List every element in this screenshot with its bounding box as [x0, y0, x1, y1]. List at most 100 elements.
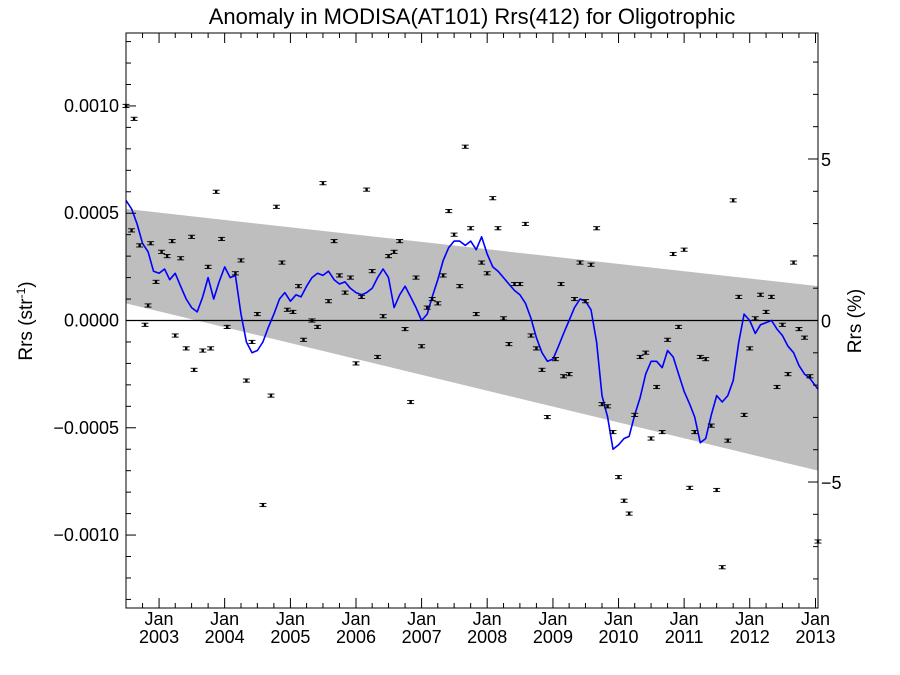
data-point — [188, 234, 196, 239]
point-marker — [661, 430, 664, 434]
data-point — [182, 346, 190, 351]
x-tick-month-label: Jan — [538, 609, 567, 629]
data-point — [642, 350, 650, 355]
data-point — [686, 485, 694, 490]
data-point — [390, 249, 398, 254]
data-point — [439, 273, 447, 278]
data-point — [136, 243, 144, 248]
data-point — [267, 393, 275, 398]
point-marker — [666, 338, 669, 342]
point-marker — [343, 291, 347, 295]
data-point — [158, 249, 166, 254]
left-tick-label: −0.0010 — [53, 525, 119, 545]
data-point — [428, 296, 436, 302]
point-marker — [595, 226, 598, 230]
x-axis: Jan2003Jan2004Jan2005Jan2006Jan2007Jan20… — [125, 33, 836, 647]
point-marker — [627, 511, 631, 516]
data-point — [272, 204, 280, 209]
data-point — [740, 412, 748, 417]
point-marker — [554, 357, 557, 361]
point-marker — [496, 226, 500, 230]
point-marker — [403, 327, 407, 331]
data-point — [560, 374, 568, 379]
point-marker — [149, 241, 152, 245]
point-marker — [215, 190, 218, 194]
point-marker — [269, 393, 273, 398]
data-point — [658, 430, 666, 435]
data-point — [346, 275, 354, 280]
data-point — [669, 251, 677, 257]
data-point — [396, 239, 404, 244]
point-marker — [584, 299, 587, 303]
data-point — [231, 271, 239, 276]
data-point — [483, 271, 491, 276]
point-marker — [452, 233, 456, 237]
point-marker — [184, 346, 188, 350]
point-marker — [220, 237, 223, 241]
data-point — [756, 292, 764, 297]
point-marker — [507, 342, 511, 346]
data-point — [571, 296, 579, 302]
point-marker — [234, 271, 237, 275]
data-point — [790, 260, 798, 265]
data-point — [341, 290, 349, 295]
point-marker — [354, 361, 358, 366]
point-marker — [715, 488, 718, 492]
data-point — [615, 475, 623, 480]
data-point — [516, 281, 524, 287]
data-point — [379, 314, 387, 319]
data-point — [532, 346, 540, 351]
data-point — [207, 346, 215, 351]
point-marker — [524, 222, 527, 226]
point-marker — [617, 475, 620, 479]
data-point — [631, 412, 639, 417]
point-marker — [261, 503, 265, 507]
point-marker — [170, 239, 174, 243]
x-tick-year-label: 2006 — [336, 627, 376, 647]
data-point — [581, 299, 589, 304]
data-point — [500, 316, 508, 321]
left-tick-label: 0.0005 — [64, 203, 119, 223]
data-point — [128, 228, 136, 233]
left-tick-label: 0.0000 — [64, 311, 119, 331]
data-point — [538, 367, 546, 372]
data-point — [248, 339, 256, 345]
point-marker — [567, 372, 571, 376]
data-point — [177, 256, 185, 261]
point-marker — [302, 338, 305, 342]
data-point — [557, 281, 565, 287]
point-marker — [291, 310, 295, 314]
point-marker — [682, 248, 686, 252]
data-point — [598, 402, 606, 407]
point-marker — [239, 258, 243, 263]
data-point — [242, 378, 250, 383]
point-marker — [146, 303, 150, 308]
data-point — [335, 273, 343, 278]
data-point — [308, 318, 316, 323]
point-marker — [677, 325, 680, 329]
data-point — [521, 221, 529, 227]
point-marker — [160, 250, 163, 254]
point-marker — [485, 271, 489, 275]
point-marker — [491, 196, 494, 200]
data-point — [278, 260, 286, 265]
point-marker — [398, 239, 401, 243]
x-tick-year-label: 2013 — [795, 627, 835, 647]
data-point — [778, 322, 786, 327]
point-marker — [759, 293, 762, 297]
data-point — [152, 279, 160, 284]
data-point — [724, 438, 732, 443]
point-marker — [731, 198, 735, 202]
point-marker — [606, 404, 609, 408]
data-point — [204, 264, 212, 269]
point-marker — [447, 209, 450, 213]
point-marker — [190, 235, 193, 239]
point-marker — [721, 565, 724, 569]
data-point — [368, 269, 376, 274]
data-point — [223, 324, 231, 329]
data-point — [680, 247, 688, 252]
data-point — [456, 284, 464, 289]
data-point — [352, 361, 360, 366]
point-marker — [518, 282, 522, 286]
